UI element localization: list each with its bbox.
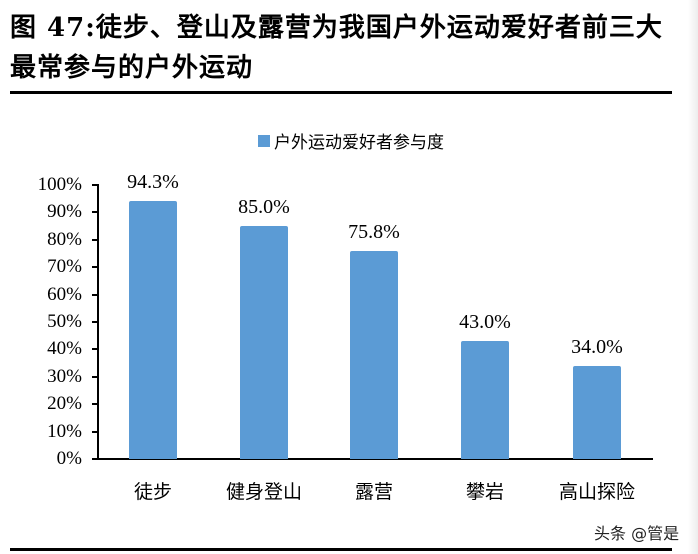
y-tick-label: 50%	[47, 311, 82, 332]
y-tick-label: 30%	[47, 365, 82, 387]
bar-value-label: 75.8%	[348, 221, 400, 244]
bar	[350, 251, 398, 459]
x-category-label: 露营	[354, 481, 393, 503]
y-tick-label: 100%	[37, 174, 82, 195]
bar	[461, 341, 509, 459]
y-tick	[92, 321, 98, 323]
y-tick-label: 70%	[47, 256, 82, 278]
y-tick	[92, 211, 98, 214]
bar-value-label: 43.0%	[459, 311, 511, 334]
y-tick	[92, 403, 98, 406]
y-tick	[92, 348, 98, 351]
y-tick	[92, 458, 98, 460]
y-tick-label: 60%	[47, 283, 82, 305]
y-tick	[92, 293, 98, 296]
bar	[573, 365, 621, 459]
y-tick	[92, 184, 98, 186]
bar-value-label: 94.3%	[127, 170, 179, 193]
bottom-rule	[10, 548, 672, 551]
y-tick	[92, 375, 98, 378]
x-axis	[97, 458, 653, 460]
bar	[129, 200, 177, 459]
y-tick	[92, 266, 98, 269]
bar-value-label: 85.0%	[238, 196, 290, 219]
bar-value-label: 34.0%	[571, 335, 623, 358]
x-category-label: 高山探险	[558, 481, 635, 503]
y-tick-label: 90%	[47, 201, 82, 223]
x-category-label: 健身登山	[225, 481, 302, 503]
top-rule	[10, 91, 672, 94]
y-tick-label: 0%	[56, 448, 82, 469]
x-category-label: 攀岩	[465, 481, 504, 503]
y-tick-label: 80%	[47, 228, 82, 250]
legend-swatch-icon	[258, 134, 270, 147]
figure-title: 图 47:徒步、登山及露营为我国户外运动爱好者前三大最常参与的户外运动	[10, 13, 663, 83]
chart-legend: 户外运动爱好者参与度	[258, 128, 444, 153]
y-axis	[97, 184, 99, 460]
legend-label: 户外运动爱好者参与度	[274, 133, 444, 153]
page-edge	[688, 0, 698, 554]
y-tick-label: 20%	[47, 393, 82, 415]
y-tick	[92, 430, 98, 433]
x-category-label: 徒步	[133, 481, 172, 503]
watermark: 头条 @管是	[594, 524, 680, 543]
y-tick-label: 10%	[47, 420, 82, 442]
bar	[240, 226, 288, 459]
y-tick-label: 40%	[47, 338, 82, 360]
y-tick	[92, 238, 98, 241]
